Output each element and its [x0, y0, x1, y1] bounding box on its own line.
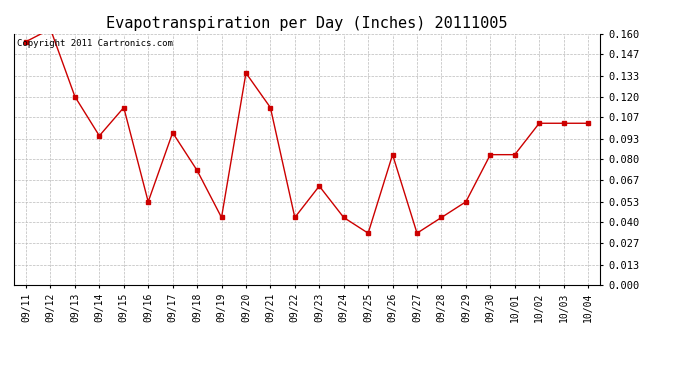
Title: Evapotranspiration per Day (Inches) 20111005: Evapotranspiration per Day (Inches) 2011…: [106, 16, 508, 31]
Text: Copyright 2011 Cartronics.com: Copyright 2011 Cartronics.com: [17, 39, 172, 48]
